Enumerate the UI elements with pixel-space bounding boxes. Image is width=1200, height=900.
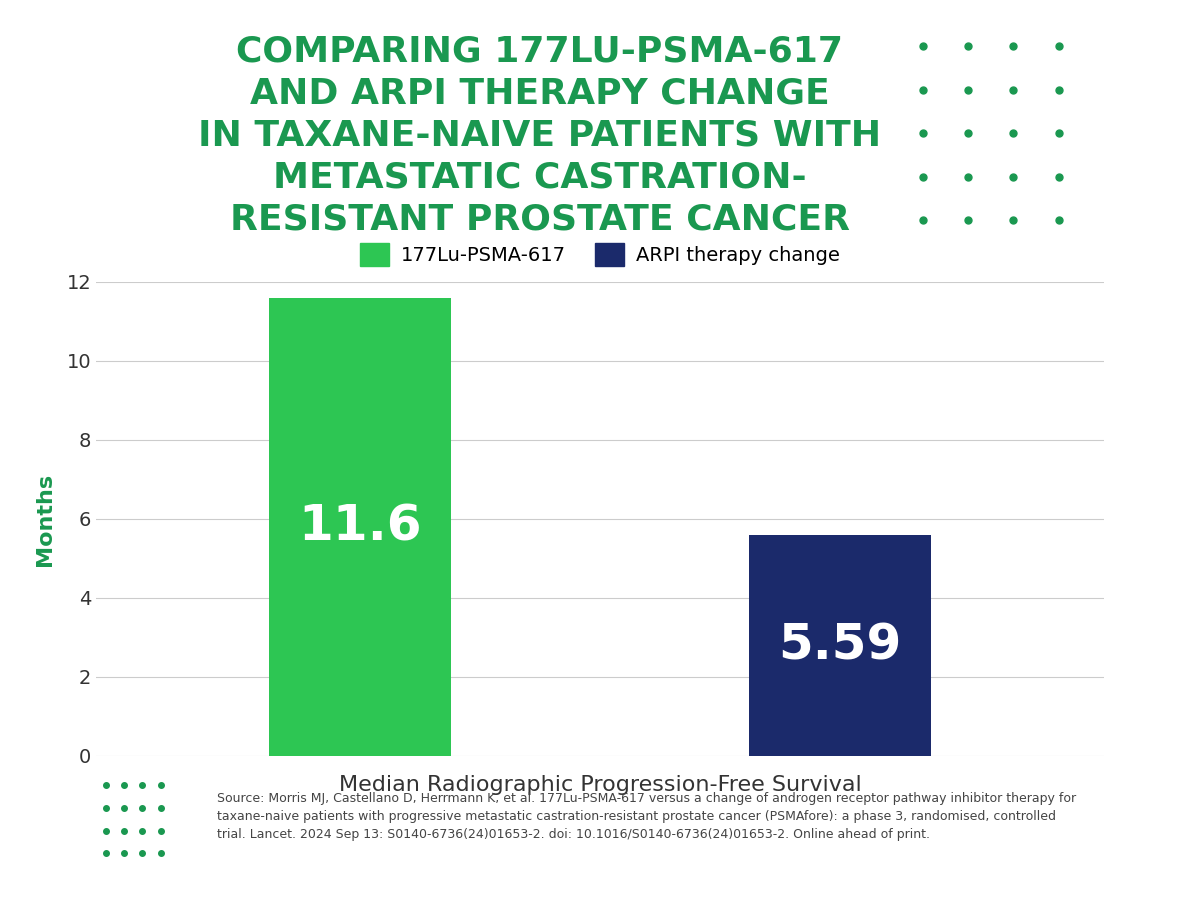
Legend: 177Lu-PSMA-617, ARPI therapy change: 177Lu-PSMA-617, ARPI therapy change [353, 235, 847, 274]
Bar [269, 298, 451, 756]
Y-axis label: Months: Months [35, 472, 55, 565]
Text: 11.6: 11.6 [299, 503, 421, 551]
Text: Source: Morris MJ, Castellano D, Herrmann K, et al. 177Lu-PSMA-617 versus a chan: Source: Morris MJ, Castellano D, Herrman… [217, 792, 1076, 842]
X-axis label: Median Radiographic Progression-Free Survival: Median Radiographic Progression-Free Sur… [338, 775, 862, 795]
Text: COMPARING 177LU-PSMA-617
AND ARPI THERAPY CHANGE
IN TAXANE-NAIVE PATIENTS WITH
M: COMPARING 177LU-PSMA-617 AND ARPI THERAP… [198, 34, 881, 237]
Bar [749, 536, 931, 756]
Text: 5.59: 5.59 [779, 622, 901, 670]
